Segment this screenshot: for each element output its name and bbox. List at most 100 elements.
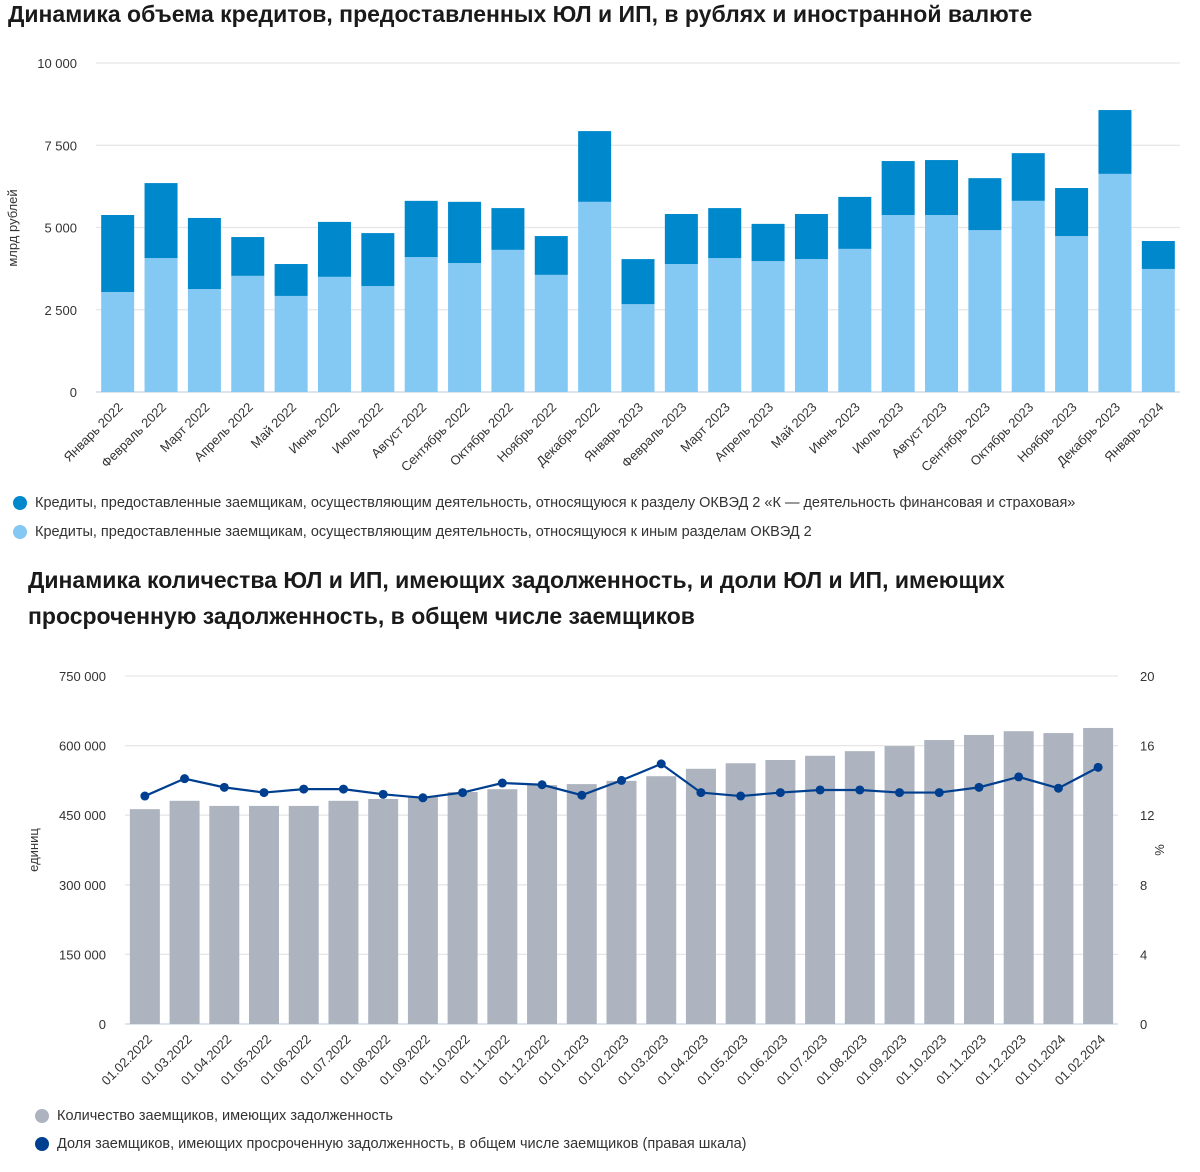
bar-segment bbox=[664, 214, 698, 265]
bar bbox=[884, 746, 915, 1024]
chart2-legend-item-count[interactable]: Количество заемщиков, имеющих задолженно… bbox=[35, 1108, 393, 1124]
bar-segment bbox=[968, 230, 1002, 392]
legend-dot-icon bbox=[13, 525, 27, 539]
line-point bbox=[537, 780, 547, 790]
line-point bbox=[299, 784, 309, 794]
y-tick-label: 2 500 bbox=[44, 303, 77, 318]
legend-dot-icon bbox=[35, 1109, 49, 1123]
bar bbox=[1043, 733, 1074, 1024]
bar-segment bbox=[404, 200, 438, 258]
bar bbox=[646, 776, 677, 1024]
bar bbox=[368, 798, 399, 1024]
bar-segment bbox=[578, 201, 612, 392]
bar bbox=[209, 805, 240, 1024]
y-right-tick-label: 20 bbox=[1140, 669, 1154, 684]
bar-segment bbox=[101, 214, 135, 292]
y-tick-label: 0 bbox=[99, 1017, 106, 1032]
bar-segment bbox=[621, 259, 655, 305]
bar bbox=[328, 800, 359, 1024]
bar-segment bbox=[838, 196, 872, 249]
line-point bbox=[140, 791, 150, 801]
bar bbox=[805, 755, 836, 1024]
bar bbox=[725, 763, 756, 1024]
chart1-legend-item-other[interactable]: Кредиты, предоставленные заемщикам, осущ… bbox=[13, 524, 812, 540]
y-axis-label: единиц bbox=[26, 828, 41, 872]
bar bbox=[169, 800, 200, 1024]
y-tick-label: 600 000 bbox=[59, 739, 106, 754]
bar bbox=[844, 751, 875, 1024]
bar-segment bbox=[925, 214, 959, 392]
y-tick-label: 7 500 bbox=[44, 138, 77, 153]
line-point bbox=[974, 782, 984, 792]
bar-segment bbox=[751, 261, 785, 392]
line-point bbox=[656, 759, 666, 769]
chart1-legend-item-finance[interactable]: Кредиты, предоставленные заемщикам, осущ… bbox=[13, 495, 1075, 511]
y-tick-label: 5 000 bbox=[44, 221, 77, 236]
bar-segment bbox=[534, 274, 568, 392]
line-point bbox=[378, 789, 388, 799]
line-point bbox=[219, 782, 229, 792]
line-point bbox=[1093, 762, 1103, 772]
y-right-tick-label: 16 bbox=[1140, 739, 1154, 754]
bar bbox=[288, 805, 319, 1024]
legend-label: Доля заемщиков, имеющих просроченную зад… bbox=[57, 1136, 747, 1152]
bar-segment bbox=[491, 208, 525, 250]
y-tick-label: 450 000 bbox=[59, 808, 106, 823]
bar bbox=[447, 792, 478, 1024]
bar-segment bbox=[144, 258, 178, 392]
line-point bbox=[458, 788, 468, 798]
bar-segment bbox=[361, 286, 395, 392]
bar-segment bbox=[881, 161, 915, 215]
y-axis-label: млрд рублей bbox=[5, 189, 20, 266]
y-tick-label: 750 000 bbox=[59, 669, 106, 684]
bar-segment bbox=[621, 304, 655, 392]
y-right-tick-label: 4 bbox=[1140, 947, 1147, 962]
chart2-title: Динамика количества ЮЛ и ИП, имеющих зад… bbox=[28, 567, 1005, 629]
chart2-legend-item-share[interactable]: Доля заемщиков, имеющих просроченную зад… bbox=[35, 1136, 747, 1152]
line-point bbox=[775, 788, 785, 798]
line-point bbox=[736, 791, 746, 801]
bar bbox=[527, 785, 558, 1024]
bar-segment bbox=[491, 249, 525, 392]
line-point bbox=[1053, 783, 1063, 793]
bar-segment bbox=[1011, 153, 1045, 201]
bar-segment bbox=[794, 259, 828, 392]
bar-segment bbox=[1011, 200, 1045, 392]
legend-dot-icon bbox=[13, 496, 27, 510]
bar-segment bbox=[187, 289, 221, 392]
bar bbox=[765, 759, 796, 1024]
line-point bbox=[617, 775, 626, 785]
bar-segment bbox=[1055, 188, 1089, 237]
y-tick-label: 0 bbox=[70, 385, 77, 400]
bar-segment bbox=[1141, 268, 1175, 392]
bar bbox=[129, 809, 160, 1024]
bar-segment bbox=[1055, 236, 1089, 392]
legend-dot-icon bbox=[35, 1137, 49, 1151]
bar-segment bbox=[144, 183, 178, 259]
bar-segment bbox=[317, 276, 351, 392]
line-point bbox=[895, 788, 905, 798]
y-tick-label: 150 000 bbox=[59, 947, 106, 962]
legend-label: Кредиты, предоставленные заемщикам, осущ… bbox=[35, 524, 812, 540]
bar-segment bbox=[1141, 240, 1175, 269]
line-point bbox=[855, 785, 865, 795]
y-right-tick-label: 0 bbox=[1140, 1017, 1147, 1032]
line-point bbox=[934, 788, 944, 798]
bar-segment bbox=[448, 263, 482, 392]
bar bbox=[487, 789, 518, 1024]
bar-segment bbox=[317, 221, 351, 277]
line-point bbox=[815, 785, 825, 795]
bar-segment bbox=[664, 264, 698, 392]
line-point bbox=[338, 784, 348, 794]
bar bbox=[924, 740, 955, 1024]
line-point bbox=[497, 778, 507, 788]
bar-segment bbox=[708, 208, 742, 259]
bar-segment bbox=[881, 214, 915, 392]
y-tick-label: 10 000 bbox=[37, 56, 77, 71]
bar bbox=[963, 734, 994, 1024]
bar-segment bbox=[274, 264, 308, 296]
line-point bbox=[696, 788, 706, 798]
bar-segment bbox=[925, 160, 959, 215]
y-right-axis-label: % bbox=[1152, 844, 1167, 856]
bar-segment bbox=[231, 275, 265, 392]
